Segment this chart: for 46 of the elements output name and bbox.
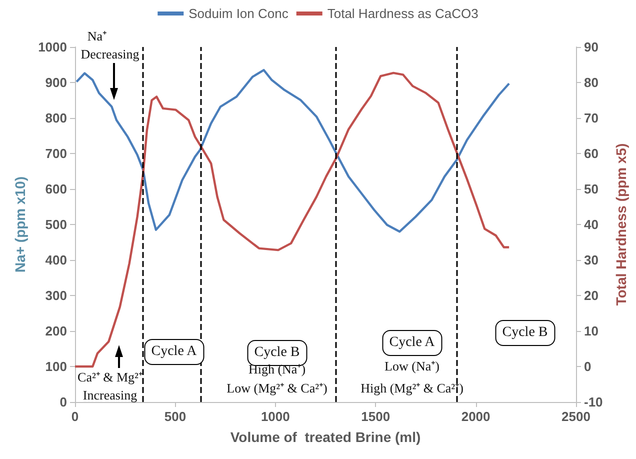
- y2-tick-label: 80: [584, 75, 598, 90]
- annotation: Decreasing: [80, 46, 140, 62]
- y2-tick-label: 50: [584, 182, 598, 196]
- annotation: Increasing: [82, 388, 138, 402]
- y-tick-label: 500: [45, 217, 67, 232]
- y2-tick-label: 10: [584, 324, 598, 338]
- annotation: Cycle B: [254, 345, 300, 360]
- y2-tick-label: 20: [584, 288, 598, 303]
- y-tick-label: 600: [45, 182, 67, 196]
- annotation: Low (Na⁺): [384, 358, 440, 374]
- y2-tick-label: 60: [584, 146, 598, 161]
- y2-tick-label: 30: [584, 252, 598, 268]
- annotation: High (Mg²⁺ & Ca²⁺): [360, 380, 464, 396]
- legend-label: Total Hardness as CaCO3: [327, 6, 478, 21]
- y-tick-label: 800: [45, 110, 67, 126]
- y-tick-label: 900: [45, 75, 67, 90]
- annotation: Cycle A: [144, 339, 204, 365]
- y-axis-title: Na+ (ppm x10): [12, 176, 28, 273]
- y2-tick-label: 0: [584, 359, 592, 374]
- y-tick-label: 300: [45, 288, 67, 303]
- x-tick-label: 2500: [562, 409, 590, 424]
- y-tick-label: 1000: [38, 40, 67, 54]
- y2-tick-label: 90: [584, 40, 598, 54]
- annotation: High (Na⁺): [248, 362, 306, 376]
- x-tick-label: 500: [164, 409, 186, 424]
- legend-label: Soduim Ion Conc: [188, 6, 289, 21]
- y2-tick-label: 70: [584, 110, 598, 126]
- y-tick-label: 0: [60, 394, 67, 410]
- text: Na⁺: [87, 28, 107, 44]
- y2-tick-label: -10: [584, 394, 603, 410]
- x-tick-label: 1000: [260, 409, 290, 424]
- annotation: Ca²⁺ & Mg²⁺: [78, 370, 142, 384]
- x-tick-label: 1500: [361, 409, 390, 424]
- annotation: Cycle B: [495, 320, 555, 346]
- y2-axis-title: Total Hardness (ppm x5): [613, 143, 629, 306]
- y-tick-label: 200: [45, 324, 67, 338]
- y-tick-label: 700: [45, 146, 67, 161]
- y-tick-label: 100: [45, 359, 67, 374]
- x-tick-label: 2000: [461, 409, 490, 424]
- x-tick-label: 0: [71, 409, 79, 424]
- x-axis-title: Volume of treated Brine (ml): [230, 429, 421, 445]
- annotation: Low (Mg²⁺ & Ca²⁺): [226, 380, 328, 396]
- annotation: Cycle A: [382, 330, 442, 356]
- y-tick-label: 400: [45, 252, 67, 268]
- y2-tick-label: 40: [584, 217, 598, 232]
- line-series: [76, 68, 510, 233]
